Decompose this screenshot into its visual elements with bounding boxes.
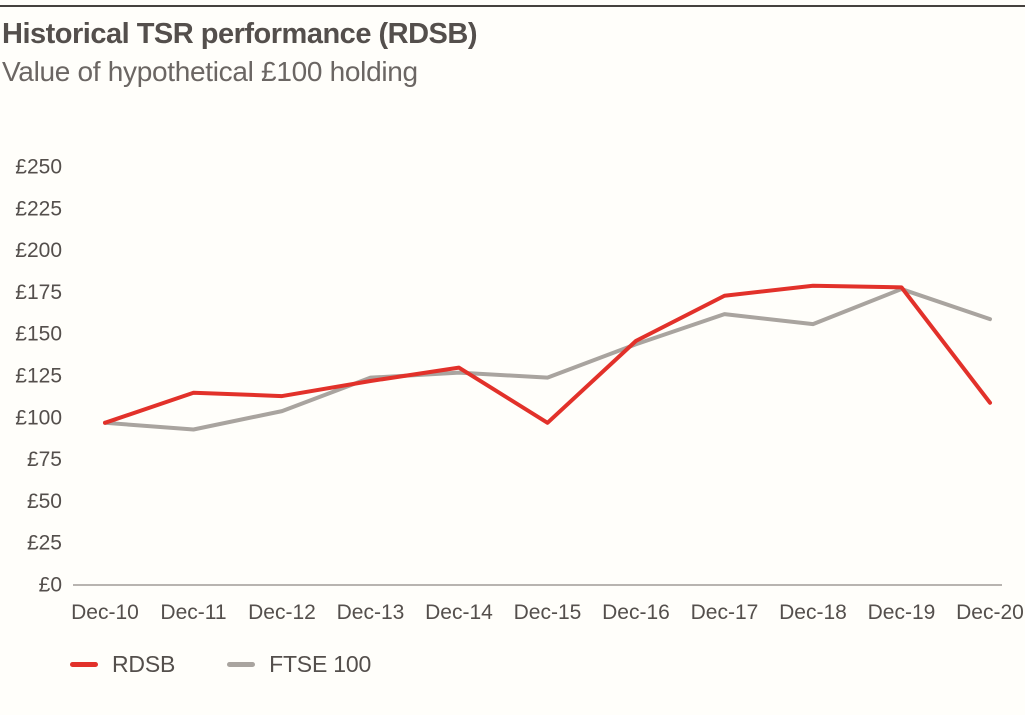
y-axis-tick-label: £150 [15,323,62,346]
legend-item-ftse100: FTSE 100 [227,651,371,678]
x-axis-tick-label: Dec-16 [602,601,670,624]
legend-label-ftse100: FTSE 100 [269,651,372,677]
series-line-rdsb [103,283,992,425]
y-axis-tick-label: £50 [27,490,62,513]
ftse100-line-swatch [227,662,256,667]
chart-subtitle: Value of hypothetical £100 holding [2,56,418,87]
y-axis-tick-label: £200 [15,239,62,262]
x-axis-tick-label: Dec-17 [691,601,759,624]
x-axis-tick-label: Dec-11 [160,601,226,624]
rdsb-line-swatch [70,662,98,667]
y-axis-tick-label: £250 [15,156,62,179]
top-border-rule [0,5,1025,7]
x-axis-tick-label: Dec-14 [425,601,493,624]
chart-legend: RDSB FTSE 100 [70,651,371,678]
x-axis-tick-label: Dec-20 [956,601,1024,624]
x-axis-tick-label: Dec-12 [248,601,316,624]
y-axis-tick-label: £75 [27,448,62,471]
chart-title: Historical TSR performance (RDSB) [2,18,478,50]
y-axis-tick-label: £0 [39,574,62,597]
legend-item-rdsb: RDSB [70,651,175,678]
x-axis-tick-label: Dec-19 [868,601,936,624]
tsr-line-chart: £0 £25 £50 £75 £100 £125 £150 £175 £200 £225 £250 D… [15,156,1024,625]
x-axis-tick-label: Dec-13 [337,601,405,624]
y-axis-tick-label: £175 [15,281,62,304]
y-axis-tick-label: £25 [27,532,62,555]
series-line-ftse-100 [103,287,992,432]
x-axis-tick-label: Dec-15 [514,601,582,624]
legend-label-rdsb: RDSB [112,651,176,677]
y-axis-tick-label: £125 [15,365,62,388]
x-axis-tick-label: Dec-10 [71,601,139,624]
x-axis-tick-label: Dec-18 [779,601,847,624]
y-axis-tick-label: £100 [15,406,62,429]
y-axis-tick-label: £225 [15,197,62,220]
